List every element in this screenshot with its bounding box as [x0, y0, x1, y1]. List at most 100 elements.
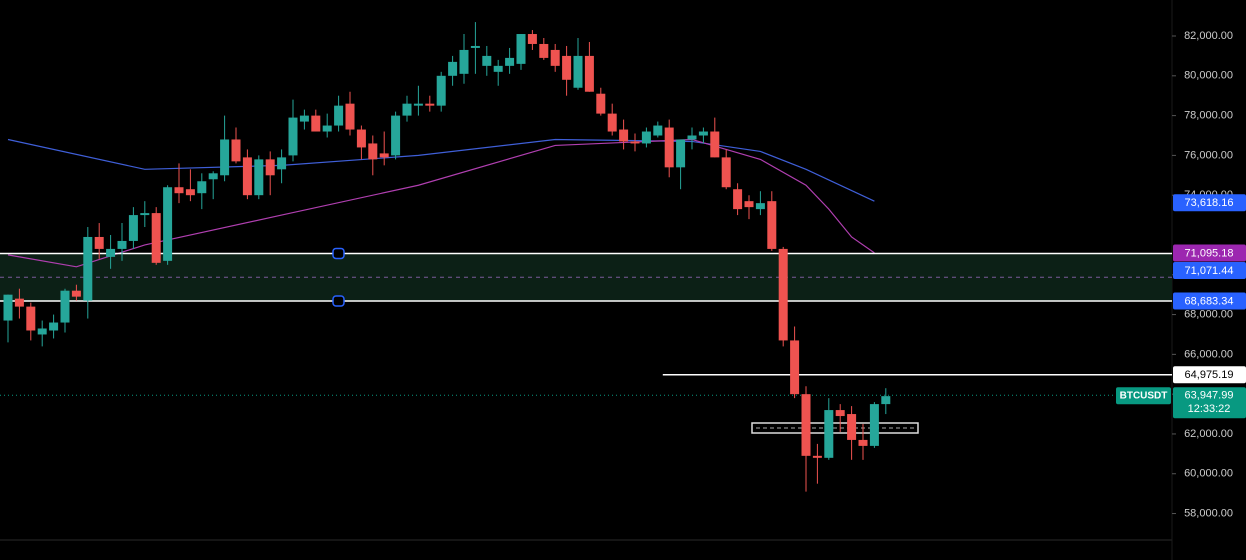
candle-body	[470, 45, 480, 48]
candle-body	[835, 410, 845, 417]
y-tick-label: 60,000.00	[1184, 468, 1233, 480]
candle-body	[505, 57, 515, 66]
candle-body	[801, 394, 811, 456]
last-price-label: 63,947.99	[1185, 390, 1234, 402]
y-tick-label: 58,000.00	[1184, 507, 1233, 519]
candle-body	[493, 65, 503, 72]
candle-body	[744, 201, 754, 208]
countdown: 12:33:22	[1188, 403, 1231, 415]
candle-body	[721, 157, 731, 188]
y-tick-label: 62,000.00	[1184, 428, 1233, 440]
price-tag-label: 73,618.16	[1185, 197, 1234, 209]
candle-body	[334, 105, 344, 126]
candle-body	[197, 181, 207, 194]
candle-body	[128, 215, 138, 241]
price-tag-label: 64,975.19	[1185, 369, 1234, 381]
candle-body	[573, 55, 583, 88]
candle-body	[254, 159, 264, 196]
candle-body	[174, 187, 184, 194]
price-tag-label: 71,095.18	[1185, 247, 1234, 259]
candle-body	[607, 113, 617, 132]
candle-body	[448, 61, 458, 76]
candle-body	[185, 189, 195, 196]
candle-body	[664, 127, 674, 168]
candle-body	[413, 103, 423, 106]
candle-body	[539, 43, 549, 58]
symbol-label: BTCUSDT	[1120, 390, 1168, 401]
price-tag	[1173, 366, 1246, 384]
y-tick-label: 68,000.00	[1184, 308, 1233, 320]
candle-body	[653, 125, 663, 136]
candle-body	[562, 55, 572, 80]
candle-body	[881, 396, 891, 405]
candle-body	[117, 240, 127, 249]
candle-body	[322, 125, 332, 132]
candle-body	[767, 201, 777, 249]
y-tick-label: 82,000.00	[1184, 30, 1233, 42]
range-box[interactable]	[751, 422, 919, 434]
candle-body	[812, 455, 822, 458]
y-tick-label: 80,000.00	[1184, 70, 1233, 82]
candle-body	[824, 410, 834, 458]
candle-body	[14, 298, 24, 307]
candle-body	[459, 49, 469, 74]
candle-body	[83, 236, 93, 301]
candle-body	[231, 139, 241, 162]
candle-body	[311, 115, 321, 132]
candle-body	[140, 213, 150, 216]
candle-body	[345, 103, 355, 130]
candle-body	[596, 93, 606, 114]
candle-body	[858, 439, 868, 446]
candle-body	[26, 306, 36, 331]
candle-body	[527, 34, 537, 44]
candle-body	[778, 248, 788, 341]
candle-body	[630, 141, 640, 144]
candle-body	[60, 290, 70, 323]
candle-body	[676, 139, 686, 168]
candle-body	[402, 103, 412, 116]
candle-body	[436, 75, 446, 106]
y-tick-label: 76,000.00	[1184, 149, 1233, 161]
candle-body	[288, 117, 298, 156]
candle-body	[71, 290, 81, 297]
candle-body	[277, 157, 287, 170]
candle-body	[208, 173, 218, 180]
candle-body	[220, 139, 230, 176]
y-tick-label: 66,000.00	[1184, 348, 1233, 360]
candle-body	[368, 143, 378, 160]
price-tag	[1173, 261, 1246, 279]
candle-body	[265, 159, 275, 176]
candle-body	[163, 187, 173, 261]
candle-body	[49, 322, 59, 331]
candle-body	[391, 115, 401, 156]
candle-body	[790, 340, 800, 395]
symbol-tag	[1116, 387, 1171, 405]
candle-body	[698, 131, 708, 136]
candle-body	[37, 328, 47, 335]
candle-body	[619, 129, 629, 142]
candle-body	[242, 157, 252, 196]
level-handle[interactable]	[332, 247, 345, 260]
last-price-tag	[1173, 387, 1246, 419]
candle-body	[299, 115, 309, 122]
candle-body	[687, 135, 697, 140]
candle-body	[482, 55, 492, 66]
candle-body	[379, 153, 389, 158]
moving-average	[7, 138, 875, 202]
candle-body	[151, 213, 161, 263]
candle-body	[94, 236, 104, 249]
candle-body	[710, 131, 720, 158]
candle-body	[869, 404, 879, 446]
price-tag-label: 71,071.44	[1185, 265, 1234, 277]
candle-body	[425, 103, 435, 106]
candle-body	[641, 131, 651, 144]
price-tag	[1173, 244, 1246, 262]
candle-body	[733, 189, 743, 210]
price-tag-label: 68,683.34	[1185, 295, 1234, 307]
level-handle[interactable]	[332, 295, 345, 307]
candle-body	[516, 34, 526, 64]
price-tag	[1173, 194, 1246, 212]
candle-body	[584, 55, 594, 92]
